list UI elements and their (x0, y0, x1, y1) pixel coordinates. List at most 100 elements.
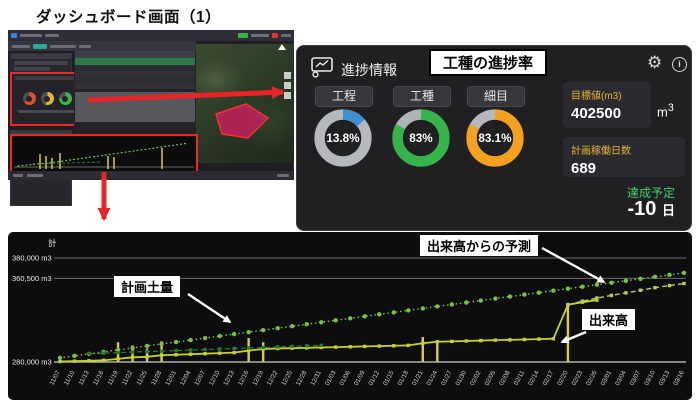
mini-footer (8, 171, 294, 180)
info-icon[interactable]: i (672, 57, 687, 72)
svg-text:01/21: 01/21 (411, 369, 425, 387)
category-pill-koshu[interactable]: 工種 (393, 86, 451, 107)
svg-text:02/14: 02/14 (527, 369, 541, 387)
mini-detail-panel (75, 92, 195, 122)
mini-gauge-yellow (40, 92, 54, 105)
svg-text:01/30: 01/30 (455, 369, 469, 387)
annotation-plan: 計画土量 (114, 276, 181, 297)
mini-nav-text (281, 34, 291, 37)
gear-icon[interactable]: ⚙ (647, 53, 663, 72)
mini-sidebar-panel (10, 53, 72, 74)
svg-text:02/11: 02/11 (513, 369, 527, 386)
mini-gauge-red (22, 92, 36, 105)
category-pill-kotei[interactable]: 工程 (315, 86, 373, 107)
svg-text:01/03: 01/03 (324, 369, 338, 387)
svg-text:11/10: 11/10 (63, 369, 77, 386)
svg-text:11/07: 11/07 (48, 369, 62, 386)
stat-planned-working-days: 計画稼働日数 689 (563, 137, 685, 177)
svg-text:03/01: 03/01 (600, 369, 614, 387)
overlay-label: 工種の進捗率 (429, 49, 548, 76)
stat-value: 689 (571, 160, 597, 177)
mini-gauge-green (58, 92, 72, 105)
mini-nav-text (45, 34, 59, 37)
svg-text:11/25: 11/25 (135, 369, 149, 386)
svg-text:11/16: 11/16 (92, 369, 106, 386)
svg-text:12/04: 12/04 (179, 369, 193, 387)
mini-app-logo (11, 33, 17, 38)
category-pill-saimoku[interactable]: 細目 (467, 86, 525, 107)
donut-chart-koshu: 83% (392, 109, 450, 167)
svg-text:02/02: 02/02 (469, 369, 483, 387)
forecast-label: 達成予定 (626, 186, 675, 200)
svg-text:01/15: 01/15 (382, 369, 396, 387)
svg-text:01/24: 01/24 (425, 369, 439, 387)
svg-text:12/07: 12/07 (193, 369, 207, 387)
svg-text:11/19: 11/19 (106, 369, 120, 386)
mini-gauge-panel-highlight (10, 72, 84, 126)
svg-text:03/04: 03/04 (614, 369, 628, 387)
svg-text:12/22: 12/22 (266, 369, 280, 387)
forecast-value: -10 日 (627, 198, 675, 220)
svg-text:03/16: 03/16 (672, 369, 686, 387)
svg-text:03/10: 03/10 (643, 369, 657, 387)
mini-timeline-chart (14, 142, 194, 169)
svg-text:02/05: 02/05 (484, 369, 498, 387)
unit-m3: m3 (657, 102, 674, 120)
svg-text:13.8%: 13.8% (326, 132, 360, 145)
svg-text:02/20: 02/20 (556, 369, 570, 387)
svg-text:380,000 m3: 380,000 m3 (12, 254, 52, 263)
svg-text:02/23: 02/23 (571, 369, 585, 387)
mini-map-overlay (215, 44, 291, 139)
mini-map-polygon (215, 103, 270, 139)
map-control-icon (284, 92, 291, 99)
svg-text:12/10: 12/10 (208, 369, 222, 387)
svg-text:12/19: 12/19 (251, 369, 265, 387)
svg-text:01/12: 01/12 (367, 369, 381, 387)
mini-status-chip (238, 33, 248, 38)
stat-label: 計画稼働日数 (571, 146, 631, 157)
svg-text:01/09: 01/09 (353, 369, 367, 387)
map-control-icon (284, 72, 291, 79)
donut-chart-saimoku: 83.1% (466, 109, 524, 167)
stat-target-value: 目標値(m3) 402500 (563, 82, 651, 128)
panel-title: 進捗情報 (341, 62, 397, 78)
svg-text:12/31: 12/31 (309, 369, 323, 387)
mini-timeline-chart-highlight (10, 134, 198, 173)
progress-info-panel: 進捗情報 工種の進捗率 ⚙ i 工程 工種 細目 13.8% 83% 83.1%… (296, 45, 692, 231)
mini-nav-text (20, 34, 42, 37)
svg-text:12/16: 12/16 (237, 369, 251, 387)
mini-dashboard-screenshot (8, 30, 294, 206)
svg-text:11/13: 11/13 (77, 369, 91, 386)
compass-icon (278, 44, 286, 50)
svg-text:280,000 m3: 280,000 m3 (12, 358, 52, 367)
stat-label: 目標値(m3) (571, 91, 622, 102)
svg-text:11/28: 11/28 (150, 369, 164, 386)
page-title: ダッシュボード画面（1） (36, 9, 222, 26)
mini-map (196, 44, 294, 163)
svg-text:12/01: 12/01 (164, 369, 178, 387)
mini-table-selected-row (75, 58, 195, 65)
mini-table (74, 51, 196, 133)
svg-text:12/13: 12/13 (222, 369, 236, 387)
svg-text:02/26: 02/26 (585, 369, 599, 387)
mini-toolbar-chip (33, 43, 47, 49)
svg-text:11/22: 11/22 (121, 369, 135, 386)
stat-value: 402500 (571, 105, 622, 122)
svg-text:12/28: 12/28 (295, 369, 309, 387)
svg-text:計: 計 (48, 238, 57, 248)
volume-progress-chart-panel: 380,000 m3 360,500 m3 280,000 m3 計 11/07 11/1… (8, 232, 692, 400)
mini-navbar (8, 30, 294, 41)
donut-chart-kotei: 13.8% (314, 109, 372, 167)
svg-text:02/17: 02/17 (542, 369, 556, 387)
svg-text:01/18: 01/18 (396, 369, 410, 387)
svg-text:02/08: 02/08 (498, 369, 512, 387)
svg-text:01/27: 01/27 (440, 369, 454, 387)
mini-alert-chip (272, 33, 278, 38)
progress-board-icon (311, 57, 333, 78)
svg-text:83%: 83% (409, 132, 433, 145)
annotation-actual: 出来高 (582, 309, 636, 330)
annotation-forecast: 出来高からの予測 (420, 235, 539, 256)
mini-nav-text (251, 34, 269, 37)
